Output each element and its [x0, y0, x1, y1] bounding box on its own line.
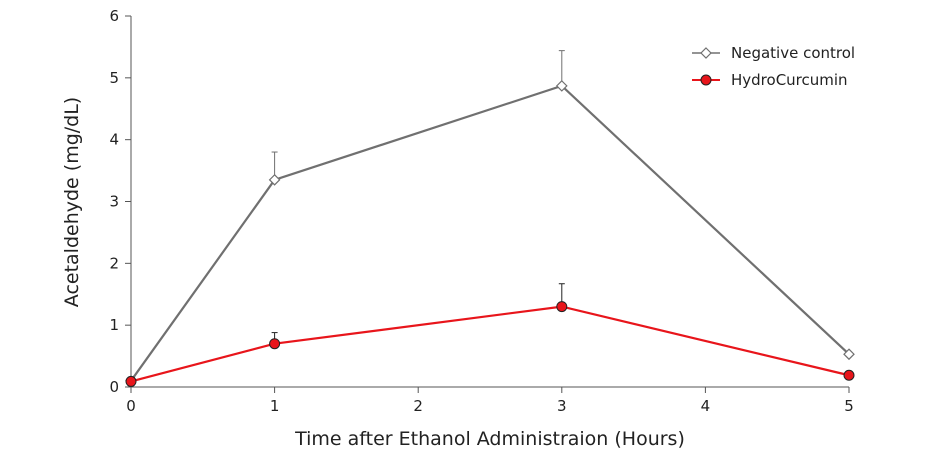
data-point	[269, 338, 281, 350]
y-tick-label: 1	[109, 316, 119, 334]
x-tick-label: 2	[413, 397, 423, 415]
series-hydrocurcumin	[125, 283, 855, 387]
y-ticks: 0 1 2 3 4 5 6	[109, 7, 131, 396]
series-line-negative-control	[130, 84, 850, 382]
legend-marker-hydrocurcumin	[700, 74, 712, 86]
y-tick-label: 6	[109, 7, 119, 25]
x-tick-label: 1	[270, 397, 280, 415]
x-ticks: 0 1 2 3 4 5	[126, 387, 854, 415]
y-tick-label: 0	[109, 378, 119, 396]
legend-entry-hydrocurcumin: HydroCurcumin	[692, 71, 848, 89]
data-point	[843, 348, 855, 361]
legend-label-negative-control: Negative control	[731, 44, 855, 62]
series-negative-control	[125, 50, 855, 387]
y-tick-label: 2	[109, 254, 119, 272]
data-point	[268, 174, 281, 186]
series-layer	[125, 50, 855, 387]
data-point	[555, 80, 568, 92]
data-point	[843, 369, 855, 381]
legend: Negative control HydroCurcumin	[692, 44, 855, 89]
y-tick-label: 5	[109, 69, 119, 87]
legend-label-hydrocurcumin: HydroCurcumin	[731, 71, 848, 89]
x-axis-title: Time after Ethanol Administraion (Hours)	[294, 428, 685, 450]
x-tick-label: 5	[844, 397, 854, 415]
legend-marker-negative-control	[700, 47, 712, 59]
data-point	[125, 375, 137, 387]
y-tick-label: 4	[109, 131, 119, 149]
x-tick-label: 3	[557, 397, 567, 415]
y-tick-label: 3	[109, 193, 119, 211]
data-point	[556, 301, 568, 313]
legend-entry-negative-control: Negative control	[692, 44, 855, 62]
x-tick-label: 0	[126, 397, 136, 415]
x-tick-label: 4	[701, 397, 711, 415]
series-line-hydrocurcumin	[130, 305, 850, 383]
y-axis-title: Acetaldehyde (mg/dL)	[61, 97, 83, 307]
